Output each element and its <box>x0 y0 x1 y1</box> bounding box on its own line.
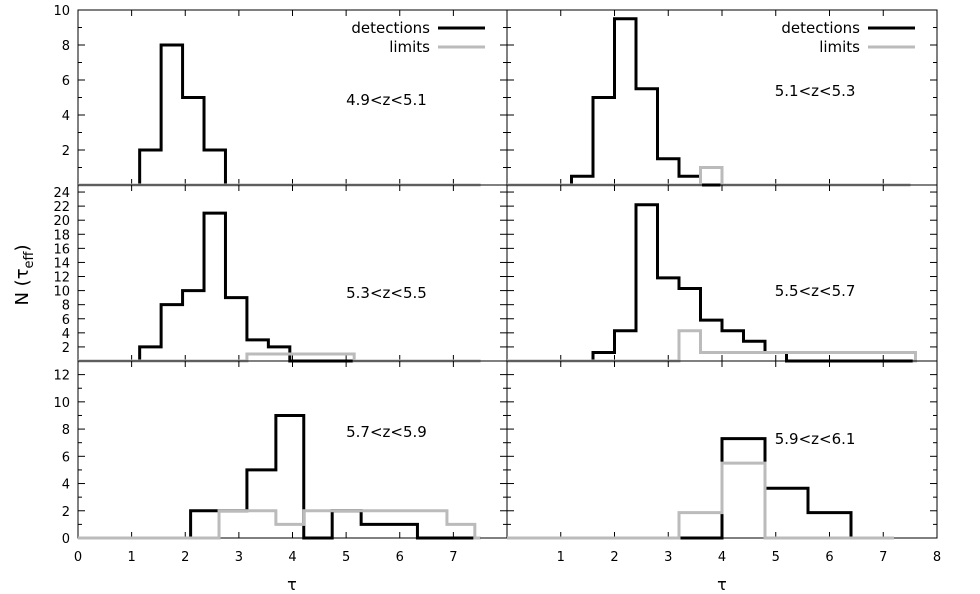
y-tick-label: 24 <box>53 186 70 201</box>
y-axis-title-close: ) <box>12 244 33 251</box>
limits-histogram <box>507 461 894 540</box>
y-tick-label: 8 <box>62 299 70 314</box>
detections-histogram <box>78 211 481 363</box>
detections-histogram <box>507 203 913 363</box>
detections-histogram <box>507 17 911 187</box>
y-tick-label: 12 <box>53 271 70 286</box>
detections-histogram <box>78 43 481 187</box>
x-tick-label: 1 <box>557 550 565 565</box>
y-tick-label: 10 <box>53 4 70 19</box>
y-tick-label: 16 <box>53 242 70 257</box>
y-axis-title: N (τeff) <box>12 244 37 305</box>
y-tick-label: 12 <box>53 369 70 384</box>
y-tick-label: 20 <box>53 214 70 229</box>
limits-histogram <box>507 166 911 187</box>
y-tick-label: 4 <box>62 109 70 124</box>
x-tick-label: 6 <box>396 550 404 565</box>
y-tick-label: 18 <box>53 228 70 243</box>
limits-histogram <box>78 509 481 540</box>
legend-label-limits: limits <box>819 38 860 56</box>
y-tick-label: 2 <box>62 341 70 356</box>
x-tick-label: 7 <box>879 550 887 565</box>
x-axis-title-right: τ <box>717 575 727 594</box>
x-axis-title-left: τ <box>287 575 297 594</box>
panel-frame <box>77 184 508 362</box>
y-tick-label: 8 <box>62 423 70 438</box>
x-tick-label: 7 <box>449 550 457 565</box>
x-tick-label: 8 <box>933 550 941 565</box>
panel-6: 5.9<z<6.1 1 2 3 4 5 6 7 8 <box>506 360 941 565</box>
limits-histogram <box>78 352 481 363</box>
panel-redshift-label: 4.9<z<5.1 <box>346 91 427 109</box>
detections-histogram <box>507 437 894 540</box>
y-tick-label: 2 <box>62 505 70 520</box>
x-tick-label: 3 <box>235 550 243 565</box>
y-tick-label: 8 <box>62 39 70 54</box>
panel-redshift-label: 5.5<z<5.7 <box>775 282 856 300</box>
panel-4: 5.5<z<5.7 <box>506 184 938 363</box>
x-tick-label: 3 <box>664 550 672 565</box>
y-tick-label: 22 <box>53 200 70 215</box>
legend-label-detections: detections <box>781 19 860 37</box>
x-tick-label: 2 <box>610 550 618 565</box>
panel-frame <box>77 9 508 186</box>
y-tick-label: 4 <box>62 327 70 342</box>
panel-frame <box>506 184 938 362</box>
y-tick-label: 6 <box>62 313 70 328</box>
legend-label-limits: limits <box>389 38 430 56</box>
x-tick-label: 5 <box>772 550 780 565</box>
x-tick-label: 1 <box>127 550 135 565</box>
panel-redshift-label: 5.3<z<5.5 <box>346 284 427 302</box>
x-tick-label: 0 <box>74 550 82 565</box>
panel-redshift-label: 5.9<z<6.1 <box>775 430 856 448</box>
detections-histogram <box>78 413 481 540</box>
y-tick-label: 10 <box>53 396 70 411</box>
x-tick-label: 4 <box>288 550 296 565</box>
legend-label-detections: detections <box>351 19 430 37</box>
panel-frame <box>506 9 938 186</box>
y-tick-label: 10 <box>53 285 70 300</box>
x-tick-label: 4 <box>718 550 726 565</box>
x-tick-label: 5 <box>342 550 350 565</box>
y-axis-title-sub: eff <box>22 250 37 268</box>
y-tick-label: 6 <box>62 74 70 89</box>
x-tick-label: 2 <box>181 550 189 565</box>
x-tick-label: 6 <box>825 550 833 565</box>
panel-redshift-label: 5.7<z<5.9 <box>346 423 427 441</box>
limits-histogram <box>507 329 917 363</box>
y-tick-label: 4 <box>62 478 70 493</box>
y-tick-label: 14 <box>53 256 70 271</box>
y-axis-title-main: N (τ <box>12 268 33 305</box>
y-tick-label: 0 <box>62 532 70 547</box>
y-tick-label: 2 <box>62 144 70 159</box>
panel-redshift-label: 5.1<z<5.3 <box>775 82 856 100</box>
y-tick-label: 6 <box>62 450 70 465</box>
